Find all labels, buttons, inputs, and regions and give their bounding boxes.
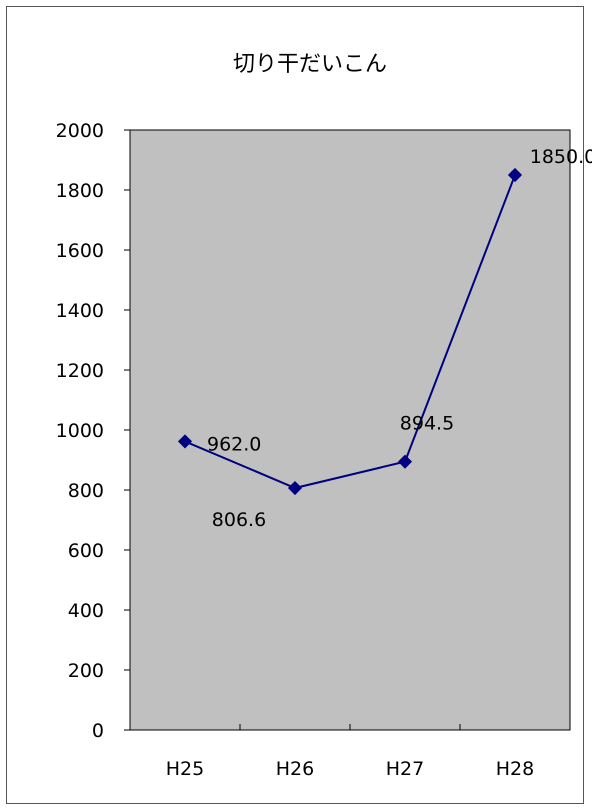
y-tick-label: 1000 [56,420,104,442]
y-axis: 0 200 400 600 800 1000 1200 1400 1600 1800 2000 [56,120,131,742]
series-group: 962.0 806.6 894.5 1850.0 [177,146,592,531]
y-tick-label: 600 [68,540,104,562]
y-tick-label: 200 [68,660,104,682]
series-line [184,174,516,490]
plot-area [129,129,571,731]
y-tick-label: 0 [92,720,104,742]
y-tick-label: 800 [68,480,104,502]
y-tick-label: 1400 [56,300,104,322]
x-axis: H25 H26 H27 H28 [129,724,571,780]
y-tick-label: 2000 [56,120,104,142]
chart-title: 切り干だいこん [233,52,387,77]
y-tick-label: 400 [68,600,104,622]
data-point [397,454,413,469]
data-label: 962.0 [207,433,261,455]
data-point [507,167,523,183]
x-tick-label: H26 [276,758,314,780]
y-tick-label: 1800 [56,180,104,202]
data-label: 894.5 [400,413,454,435]
y-tick-label: 1600 [56,240,104,262]
data-label: 806.6 [212,509,266,531]
x-tick-label: H27 [386,758,424,780]
y-tick-label: 1200 [56,360,104,382]
x-tick-label: H25 [166,758,204,780]
data-label: 1850.0 [530,146,592,168]
data-point [287,480,303,496]
data-point [177,434,193,449]
x-tick-label: H28 [496,758,534,780]
